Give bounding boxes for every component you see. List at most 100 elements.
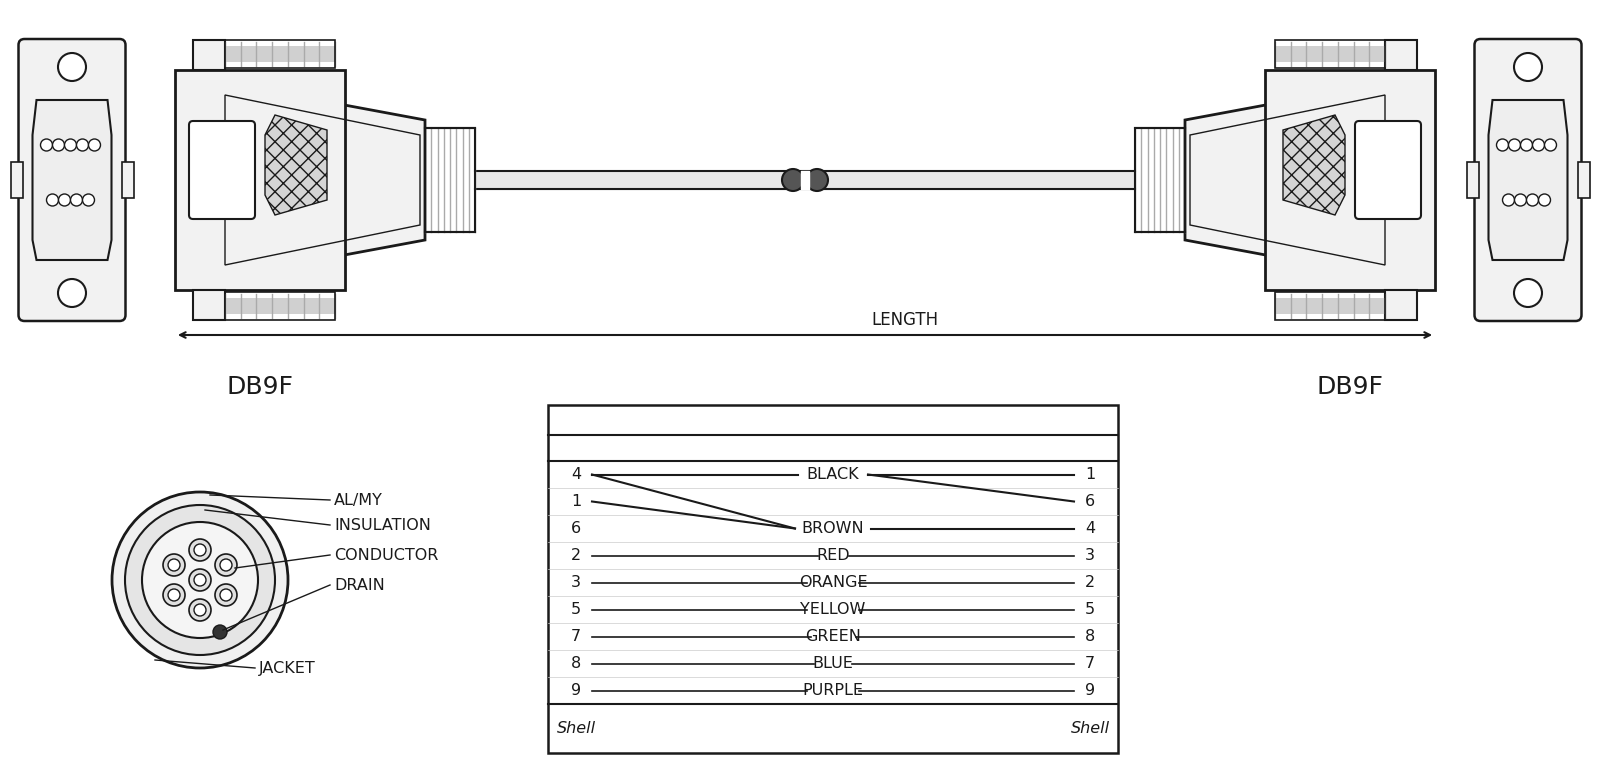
Text: 1: 1 <box>1085 467 1094 482</box>
Text: Shell: Shell <box>557 721 595 736</box>
Text: 9: 9 <box>1085 683 1094 698</box>
Circle shape <box>219 589 232 601</box>
Circle shape <box>125 505 275 655</box>
Circle shape <box>1520 139 1533 151</box>
Bar <box>1275 40 1386 68</box>
Circle shape <box>189 539 211 561</box>
Text: DB9P FEMALE: DB9P FEMALE <box>602 441 699 455</box>
Text: DB9F: DB9F <box>227 375 293 399</box>
Circle shape <box>194 574 206 586</box>
Circle shape <box>46 194 59 206</box>
Bar <box>1275 46 1386 62</box>
Text: LENGTH: LENGTH <box>872 311 939 329</box>
Circle shape <box>1514 53 1542 81</box>
Text: BLACK: BLACK <box>806 467 859 482</box>
Bar <box>122 162 133 198</box>
Text: YELLOW: YELLOW <box>800 602 866 617</box>
Circle shape <box>1509 139 1520 151</box>
FancyBboxPatch shape <box>189 121 254 219</box>
Circle shape <box>194 544 206 556</box>
Text: JACKET: JACKET <box>259 661 315 675</box>
Text: DB9P FEMALE: DB9P FEMALE <box>966 441 1064 455</box>
Text: 1: 1 <box>571 494 581 509</box>
Text: PIN OUTS: PIN OUTS <box>786 411 882 429</box>
Circle shape <box>1526 194 1539 206</box>
Bar <box>1467 162 1478 198</box>
Bar <box>174 70 346 290</box>
Circle shape <box>1515 194 1526 206</box>
Circle shape <box>70 194 83 206</box>
Text: 9: 9 <box>571 683 581 698</box>
Circle shape <box>219 559 232 571</box>
Circle shape <box>58 53 86 81</box>
Bar <box>194 290 226 320</box>
FancyBboxPatch shape <box>19 39 125 321</box>
Text: 7: 7 <box>1085 656 1094 671</box>
Text: AL/MY: AL/MY <box>334 492 382 507</box>
Text: 4: 4 <box>571 467 581 482</box>
Circle shape <box>1496 139 1509 151</box>
Text: 8: 8 <box>1085 629 1094 644</box>
Text: RED: RED <box>816 548 850 563</box>
Bar <box>226 46 334 62</box>
Circle shape <box>59 194 70 206</box>
Bar <box>226 298 334 314</box>
Bar <box>1386 290 1418 320</box>
Circle shape <box>112 492 288 668</box>
Polygon shape <box>32 100 112 260</box>
Circle shape <box>83 194 94 206</box>
Bar <box>547 405 1118 753</box>
Text: PURPLE: PURPLE <box>803 683 864 698</box>
Circle shape <box>1502 194 1515 206</box>
Text: 2: 2 <box>571 548 581 563</box>
Bar <box>1266 70 1435 290</box>
Circle shape <box>214 554 237 576</box>
Polygon shape <box>1283 115 1346 215</box>
Polygon shape <box>1488 100 1568 260</box>
Circle shape <box>1514 279 1542 307</box>
Circle shape <box>806 169 829 191</box>
Circle shape <box>214 584 237 606</box>
Text: Shell: Shell <box>1070 721 1109 736</box>
Bar <box>1275 292 1386 320</box>
Polygon shape <box>210 80 426 280</box>
Text: 3: 3 <box>1085 548 1094 563</box>
Circle shape <box>163 584 186 606</box>
Bar <box>226 40 334 68</box>
Text: CONDUCTOR: CONDUCTOR <box>334 548 438 562</box>
Text: DB9F: DB9F <box>1317 375 1384 399</box>
Bar <box>11 162 22 198</box>
Text: 5: 5 <box>571 602 581 617</box>
Circle shape <box>77 139 88 151</box>
Circle shape <box>88 139 101 151</box>
Bar <box>1578 162 1589 198</box>
Bar <box>1134 128 1186 232</box>
Circle shape <box>189 569 211 591</box>
Circle shape <box>189 599 211 621</box>
Circle shape <box>163 554 186 576</box>
Text: 5: 5 <box>1085 602 1094 617</box>
Bar <box>194 40 226 70</box>
Circle shape <box>782 169 805 191</box>
Text: 3: 3 <box>571 575 581 590</box>
Circle shape <box>168 559 181 571</box>
Circle shape <box>1533 139 1544 151</box>
Text: INSULATION: INSULATION <box>334 517 430 533</box>
Bar <box>1386 40 1418 70</box>
Text: 7: 7 <box>571 629 581 644</box>
Text: 8: 8 <box>571 656 581 671</box>
Text: 6: 6 <box>1085 494 1094 509</box>
Bar <box>426 128 475 232</box>
Text: GREEN: GREEN <box>805 629 861 644</box>
Circle shape <box>40 139 53 151</box>
Circle shape <box>64 139 77 151</box>
FancyBboxPatch shape <box>1355 121 1421 219</box>
Circle shape <box>194 604 206 616</box>
Circle shape <box>168 589 181 601</box>
Text: BLUE: BLUE <box>813 656 853 671</box>
Polygon shape <box>1186 80 1400 280</box>
FancyBboxPatch shape <box>1475 39 1581 321</box>
Text: 2: 2 <box>1085 575 1094 590</box>
Text: 4: 4 <box>1085 521 1094 536</box>
Circle shape <box>213 625 227 639</box>
